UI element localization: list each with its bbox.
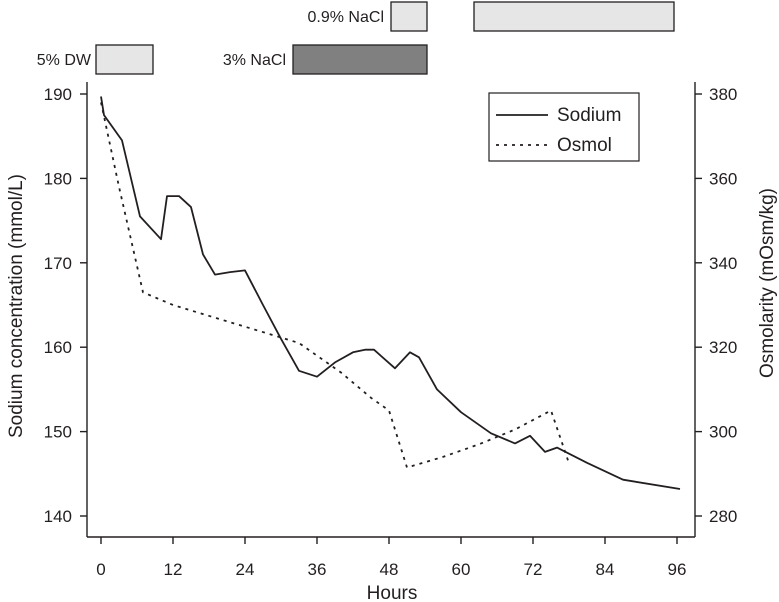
y-right-tick-label: 360 — [709, 169, 737, 188]
series-line-sodium — [100, 96, 681, 490]
y-right-tick-label: 280 — [709, 507, 737, 526]
x-tick-label: 48 — [380, 560, 399, 579]
legend-label-sodium: Sodium — [557, 105, 621, 126]
bar-3-nacl-label: 3% NaCl — [223, 52, 286, 69]
y-right-tick-label: 320 — [709, 338, 737, 357]
x-tick-label: 36 — [308, 560, 327, 579]
y-axis-left-title: Sodium concentration (mmol/L) — [6, 174, 27, 438]
y-left-tick-label: 160 — [44, 338, 72, 357]
x-tick-label: 0 — [96, 560, 105, 579]
y-right-tick-label: 300 — [709, 423, 737, 442]
bar-saline-09-first — [390, 1, 428, 32]
treatment-bars: 0.9% NaCl 5% DW 3% NaCl — [37, 1, 675, 75]
x-tick-label: 24 — [236, 560, 255, 579]
y-right-tick-label: 340 — [709, 254, 737, 273]
series-line-osmol — [100, 102, 570, 469]
x-tick-label: 84 — [596, 560, 615, 579]
bar-5-dw-label: 5% DW — [37, 52, 92, 69]
legend-label-osmol: Osmol — [557, 135, 612, 156]
y-right-tick-label: 380 — [709, 85, 737, 104]
bar-5-dw — [95, 44, 154, 75]
series — [100, 96, 681, 490]
bar-3-nacl — [292, 44, 428, 75]
x-tick-label: 60 — [452, 560, 471, 579]
y-left-tick-label: 150 — [44, 423, 72, 442]
legend: Sodium Osmol — [488, 92, 640, 162]
y-left-tick-label: 170 — [44, 254, 72, 273]
y-left-tick-label: 140 — [44, 507, 72, 526]
axes: 0 12 24 36 48 60 72 84 96 140 150 160 170 180 190 280 30… — [44, 82, 737, 579]
x-tick-label: 96 — [668, 560, 687, 579]
x-tick-label: 12 — [164, 560, 183, 579]
y-left-tick-label: 180 — [44, 169, 72, 188]
y-axis-right-title: Osmolarity (mOsm/kg) — [757, 188, 778, 378]
y-left-tick-label: 190 — [44, 85, 72, 104]
bar-saline-09-second — [473, 1, 675, 32]
x-tick-label: 72 — [524, 560, 543, 579]
bar-saline-09-first-label: 0.9% NaCl — [308, 9, 384, 26]
legend-box — [488, 92, 640, 162]
x-axis-title: Hours — [367, 583, 418, 602]
